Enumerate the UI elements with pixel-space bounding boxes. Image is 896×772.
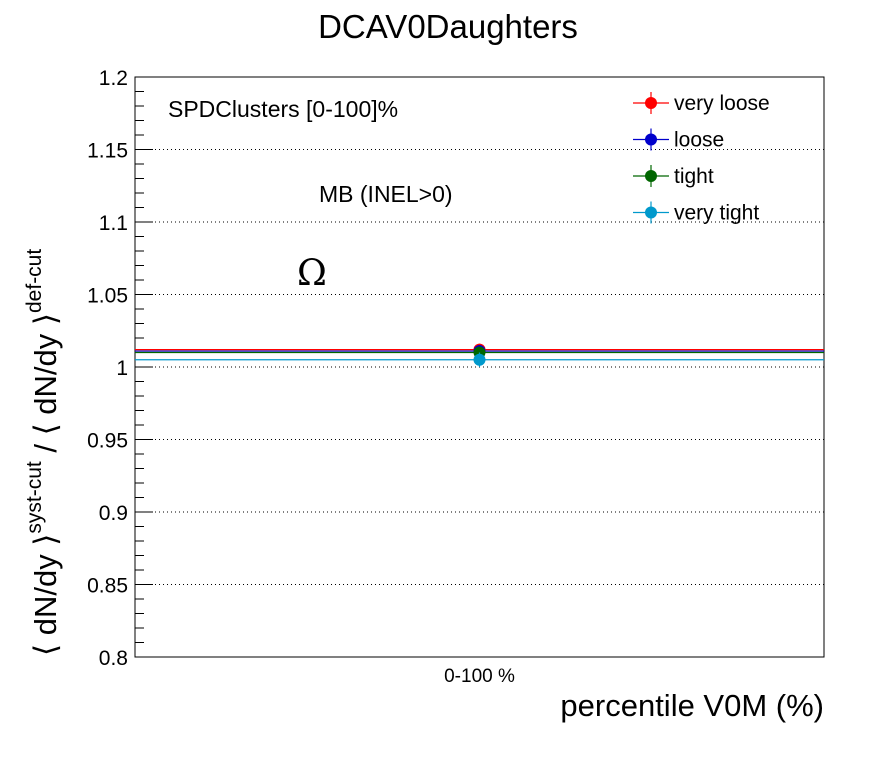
x-tick-label: 0-100 % [444, 666, 515, 687]
y-tick-label: 1.1 [99, 212, 128, 235]
y-tick-label: 0.8 [99, 647, 128, 670]
x-axis: 0-100 % [444, 666, 515, 687]
legend-entry: very tight [633, 201, 759, 225]
y-tick-label: 1.05 [87, 285, 128, 308]
y-tick-label: 1.2 [99, 67, 128, 90]
series-points [473, 343, 486, 367]
y-tick-label: 0.95 [87, 430, 128, 453]
y-axis-label-sup2: def-cut [23, 249, 46, 313]
particle-annotation: Ω [297, 253, 327, 294]
legend-label: loose [674, 129, 724, 152]
y-tick-label: 0.9 [99, 502, 128, 525]
y-axis-label-sep: / [28, 435, 63, 461]
legend-marker [645, 133, 657, 146]
data-point [473, 353, 486, 366]
legend-marker [645, 97, 657, 109]
y-tick-label: 1.15 [87, 140, 128, 163]
legend-label: very loose [674, 92, 770, 115]
legend: very loose loose tight very tight [633, 92, 770, 225]
y-tick-label: 0.85 [87, 575, 128, 598]
y-axis: 0.8 0.85 0.9 0.95 1 1.05 1.1 1.15 1.2 [87, 67, 153, 670]
legend-marker [645, 170, 657, 182]
legend-entry: very loose [633, 92, 770, 115]
legend-label: tight [674, 165, 714, 188]
event-class-annotation: MB (INEL>0) [319, 181, 453, 207]
legend-entry: tight [633, 165, 714, 188]
legend-label: very tight [674, 202, 759, 225]
selection-annotation: SPDClusters [0-100]% [168, 96, 398, 122]
y-axis-label-sup1: syst-cut [23, 461, 46, 534]
legend-marker [645, 206, 657, 219]
y-axis-label-main2: ⟨ dN/dy ⟩ [28, 313, 63, 435]
y-axis-label: ⟨ dN/dy ⟩syst-cut / ⟨ dN/dy ⟩def-cut [23, 249, 63, 656]
y-axis-label-main: ⟨ dN/dy ⟩ [28, 534, 63, 656]
y-tick-label: 1 [116, 357, 128, 380]
chart-title: DCAV0Daughters [318, 8, 578, 45]
legend-entry: loose [633, 128, 724, 152]
x-axis-label: percentile V0M (%) [560, 688, 824, 723]
